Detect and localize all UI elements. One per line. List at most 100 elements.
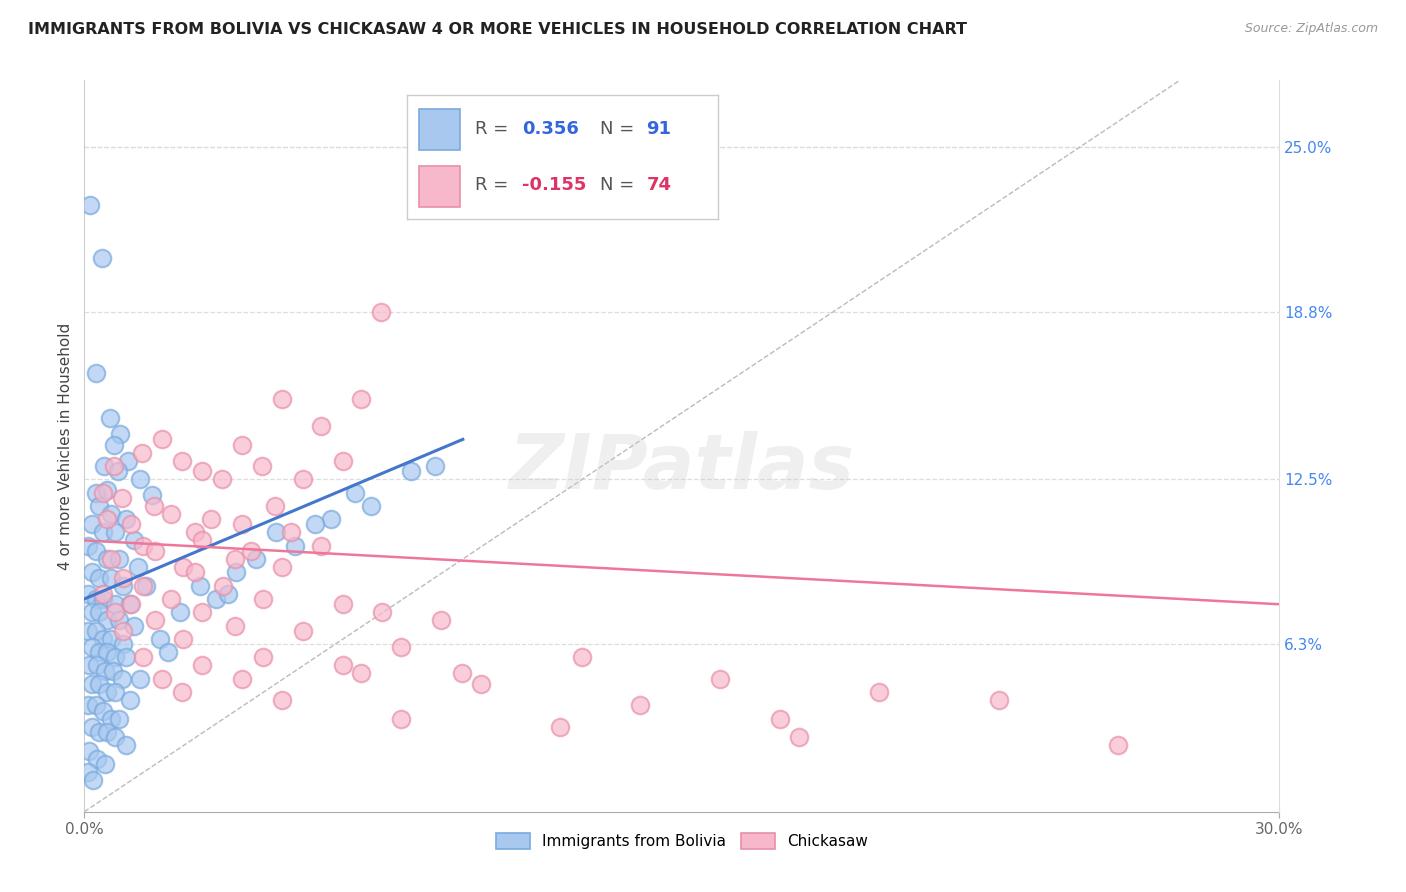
Point (76, 698, 98, 713)
Point (76, 624, 98, 638)
Text: Source: ZipAtlas.com: Source: ZipAtlas.com (1244, 22, 1378, 36)
Point (217, 586, 239, 600)
Point (104, 597, 127, 611)
Point (212, 579, 235, 593)
Point (103, 458, 125, 473)
Point (94, 664, 117, 678)
Point (252, 591, 274, 606)
Point (224, 618, 246, 632)
Point (132, 539, 155, 553)
Point (117, 453, 139, 467)
Point (89, 499, 111, 513)
Point (100, 552, 122, 566)
Point (96, 645, 118, 659)
Point (100, 507, 122, 521)
Point (332, 453, 354, 467)
Point (205, 591, 228, 606)
Point (132, 579, 155, 593)
Point (100, 632, 122, 646)
Point (350, 392, 373, 407)
Point (96, 483, 118, 497)
Point (100, 571, 122, 585)
Point (423, 458, 446, 473)
Point (389, 712, 412, 726)
Point (264, 525, 287, 540)
Point (263, 499, 285, 513)
Point (127, 560, 149, 574)
Point (184, 525, 207, 540)
Point (93, 525, 115, 540)
Point (311, 419, 333, 434)
Point (89, 605, 111, 619)
Point (115, 512, 138, 526)
Point (1107, 738, 1129, 752)
Point (270, 560, 292, 574)
Point (143, 613, 166, 627)
Point (115, 738, 138, 752)
Point (200, 512, 222, 526)
Point (252, 650, 274, 665)
Point (76, 586, 98, 600)
Point (93, 586, 115, 600)
Point (571, 650, 593, 665)
Point (231, 438, 253, 452)
Point (321, 512, 343, 526)
Point (211, 472, 233, 486)
Point (332, 597, 354, 611)
Point (135, 579, 157, 593)
Point (399, 464, 422, 478)
Point (120, 517, 142, 532)
Point (93, 591, 115, 606)
Point (270, 392, 292, 407)
Point (169, 605, 191, 619)
Point (172, 632, 194, 646)
Point (280, 525, 302, 540)
Point (370, 304, 392, 318)
Point (250, 458, 273, 473)
Point (94, 756, 117, 771)
Point (350, 666, 373, 681)
Point (115, 650, 138, 665)
Point (108, 712, 131, 726)
Point (80, 566, 103, 580)
Point (122, 618, 145, 632)
Point (108, 613, 131, 627)
Point (80, 517, 103, 532)
Point (103, 438, 125, 452)
Point (96, 725, 118, 739)
Point (311, 539, 333, 553)
Point (868, 685, 890, 699)
Point (149, 632, 172, 646)
Point (332, 658, 354, 673)
Point (77, 658, 100, 673)
Point (768, 712, 790, 726)
Point (84, 544, 107, 558)
Point (129, 472, 152, 486)
Point (170, 453, 193, 467)
Point (371, 605, 394, 619)
Point (89, 677, 111, 691)
Point (160, 507, 183, 521)
Point (80, 720, 103, 734)
Point (191, 658, 214, 673)
Point (120, 597, 142, 611)
Point (89, 645, 111, 659)
Point (231, 517, 253, 532)
Point (82, 772, 104, 787)
Point (120, 597, 142, 611)
Point (120, 693, 142, 707)
Point (89, 571, 111, 585)
Point (451, 666, 474, 681)
Point (104, 650, 127, 665)
Point (96, 552, 118, 566)
Point (84, 485, 107, 500)
Point (100, 712, 122, 726)
Point (709, 672, 731, 686)
Point (112, 571, 135, 585)
Legend: Immigrants from Bolivia, Chickasaw: Immigrants from Bolivia, Chickasaw (489, 826, 875, 855)
Point (76, 764, 98, 779)
Point (291, 472, 314, 486)
Point (80, 605, 103, 619)
Point (84, 698, 107, 713)
Point (76, 539, 98, 553)
